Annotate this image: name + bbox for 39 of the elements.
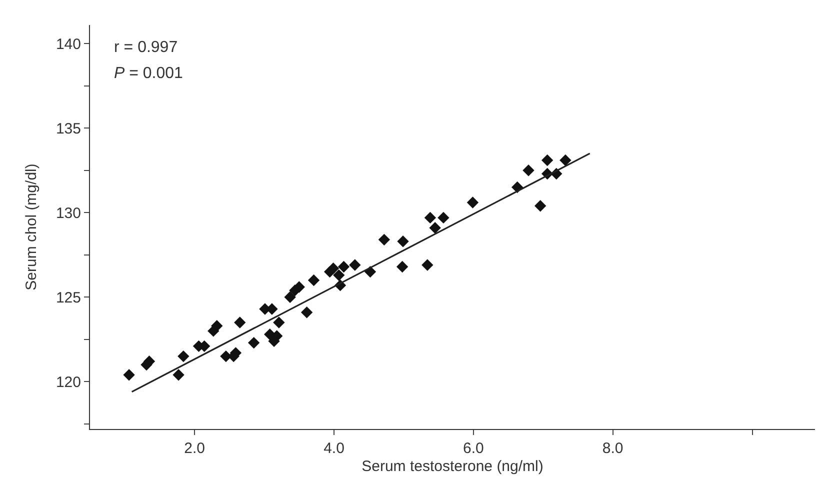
point [349, 259, 361, 271]
x-tick-label: 8.0 [602, 440, 624, 457]
point [333, 269, 345, 282]
point [534, 200, 546, 212]
y-tick-label: 120 [56, 374, 81, 391]
x-axis-title: Serum testosterone (ng/ml) [362, 458, 544, 475]
point [172, 369, 184, 381]
point [466, 196, 479, 208]
x-tick-label: 6.0 [462, 440, 484, 457]
point [178, 350, 190, 362]
point [327, 262, 340, 274]
point [123, 369, 135, 381]
point [397, 236, 409, 248]
annotation: r = 0.997 [114, 39, 178, 56]
y-tick-label: 130 [56, 204, 81, 222]
point [422, 259, 434, 271]
point [284, 291, 296, 303]
annotation: P = 0.001 [114, 65, 184, 82]
point [429, 222, 441, 234]
point [424, 212, 436, 224]
point [273, 316, 285, 328]
point [300, 306, 313, 318]
point [338, 260, 350, 273]
x-tick-label: 4.0 [324, 440, 344, 457]
y-tick-label: 140 [56, 36, 81, 53]
point [234, 316, 246, 328]
point [211, 320, 223, 332]
point [560, 154, 572, 166]
point [308, 274, 320, 286]
y-axis-title: Serum chol (mg/dl) [23, 164, 40, 290]
x-tick-label: 2.0 [184, 440, 205, 457]
y-tick-label: 125 [56, 289, 81, 306]
point [396, 260, 408, 273]
point [438, 212, 450, 224]
point [541, 154, 554, 166]
y-tick-label: 135 [56, 120, 81, 138]
point [522, 164, 534, 176]
point [248, 336, 260, 349]
point [378, 234, 390, 246]
